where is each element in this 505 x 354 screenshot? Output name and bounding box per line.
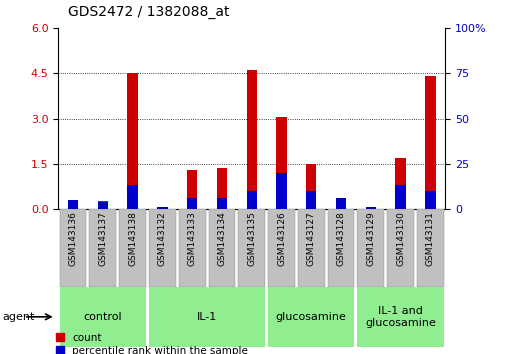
Bar bbox=[68, 204, 78, 209]
FancyBboxPatch shape bbox=[357, 287, 443, 347]
FancyBboxPatch shape bbox=[327, 209, 354, 287]
FancyBboxPatch shape bbox=[178, 209, 205, 287]
Bar bbox=[97, 201, 108, 209]
Bar bbox=[246, 191, 257, 209]
Bar bbox=[424, 76, 435, 209]
FancyBboxPatch shape bbox=[238, 209, 265, 287]
Text: GSM143133: GSM143133 bbox=[187, 211, 196, 266]
Text: glucosamine: glucosamine bbox=[275, 312, 346, 322]
Bar bbox=[216, 198, 227, 209]
Bar bbox=[157, 208, 167, 209]
Text: control: control bbox=[83, 312, 122, 322]
Bar bbox=[216, 168, 227, 209]
Text: GSM143126: GSM143126 bbox=[276, 211, 285, 266]
Text: GSM143137: GSM143137 bbox=[98, 211, 107, 266]
Text: GSM143127: GSM143127 bbox=[306, 211, 315, 266]
FancyBboxPatch shape bbox=[148, 209, 175, 287]
Bar bbox=[335, 198, 345, 209]
Bar bbox=[246, 70, 257, 209]
Legend: count, percentile rank within the sample: count, percentile rank within the sample bbox=[56, 333, 248, 354]
Bar bbox=[424, 191, 435, 209]
Text: IL-1 and
glucosamine: IL-1 and glucosamine bbox=[365, 306, 435, 328]
Text: agent: agent bbox=[3, 312, 35, 322]
Bar bbox=[365, 207, 375, 209]
FancyBboxPatch shape bbox=[268, 209, 294, 287]
Text: GSM143130: GSM143130 bbox=[395, 211, 405, 266]
FancyBboxPatch shape bbox=[60, 287, 146, 347]
Text: GSM143131: GSM143131 bbox=[425, 211, 434, 266]
Text: GSM143128: GSM143128 bbox=[336, 211, 345, 266]
FancyBboxPatch shape bbox=[297, 209, 324, 287]
Text: GSM143134: GSM143134 bbox=[217, 211, 226, 266]
Text: GSM143132: GSM143132 bbox=[158, 211, 167, 266]
Bar bbox=[306, 164, 316, 209]
Text: GSM143136: GSM143136 bbox=[69, 211, 77, 266]
FancyBboxPatch shape bbox=[89, 209, 116, 287]
Bar bbox=[127, 74, 137, 209]
Bar bbox=[394, 158, 405, 209]
Text: GSM143138: GSM143138 bbox=[128, 211, 137, 266]
Bar bbox=[127, 185, 137, 209]
FancyBboxPatch shape bbox=[60, 209, 86, 287]
Text: GSM143129: GSM143129 bbox=[366, 211, 375, 266]
FancyBboxPatch shape bbox=[357, 209, 383, 287]
FancyBboxPatch shape bbox=[386, 209, 413, 287]
Bar bbox=[187, 198, 197, 209]
Bar bbox=[335, 203, 345, 209]
Bar bbox=[365, 208, 375, 209]
Text: IL-1: IL-1 bbox=[196, 312, 217, 322]
FancyBboxPatch shape bbox=[268, 287, 354, 347]
FancyBboxPatch shape bbox=[119, 209, 146, 287]
FancyBboxPatch shape bbox=[416, 209, 443, 287]
Bar bbox=[276, 117, 286, 209]
Bar bbox=[276, 173, 286, 209]
Text: GSM143135: GSM143135 bbox=[247, 211, 256, 266]
Bar bbox=[157, 207, 167, 209]
FancyBboxPatch shape bbox=[148, 287, 265, 347]
Text: GDS2472 / 1382088_at: GDS2472 / 1382088_at bbox=[68, 5, 229, 19]
Bar bbox=[394, 185, 405, 209]
Bar bbox=[306, 191, 316, 209]
Bar bbox=[187, 170, 197, 209]
Bar bbox=[68, 200, 78, 209]
FancyBboxPatch shape bbox=[208, 209, 235, 287]
Bar bbox=[97, 202, 108, 209]
